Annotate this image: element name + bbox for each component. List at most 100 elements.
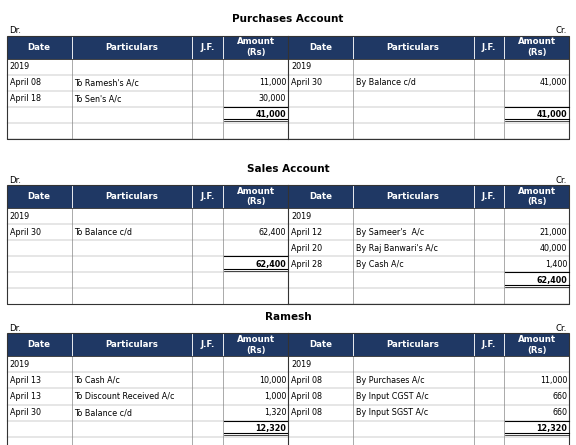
Text: To Cash A/c: To Cash A/c (74, 376, 120, 385)
Bar (71, 333, 192, 356)
Text: 1,320: 1,320 (264, 408, 286, 417)
Text: 12,320: 12,320 (255, 424, 286, 433)
Text: April 13: April 13 (10, 376, 41, 385)
Text: 11,000: 11,000 (259, 78, 286, 87)
Text: Amount
(Rs): Amount (Rs) (237, 335, 275, 355)
Text: 2019: 2019 (291, 62, 311, 71)
Text: 40,000: 40,000 (540, 244, 567, 253)
Bar (353, 36, 473, 59)
Bar (473, 36, 505, 59)
Text: 2019: 2019 (10, 62, 30, 71)
Text: Date: Date (309, 192, 332, 201)
Text: Date: Date (28, 340, 51, 349)
Bar (473, 333, 505, 356)
Text: J.F.: J.F. (200, 192, 215, 201)
Bar (288, 356, 569, 445)
Bar (7, 333, 71, 356)
Text: 41,000: 41,000 (256, 110, 286, 119)
Text: April 30: April 30 (10, 408, 41, 417)
Text: Purchases Account: Purchases Account (232, 14, 344, 24)
Text: By Raj Banwari's A/c: By Raj Banwari's A/c (355, 244, 438, 253)
Text: 11,000: 11,000 (540, 376, 567, 385)
Bar (7, 356, 288, 445)
Text: 62,400: 62,400 (256, 260, 286, 269)
Text: Dr.: Dr. (9, 176, 21, 185)
Bar (192, 36, 223, 59)
Text: April 30: April 30 (291, 78, 322, 87)
Bar (288, 59, 569, 139)
Text: Amount
(Rs): Amount (Rs) (237, 187, 275, 206)
Text: 41,000: 41,000 (537, 110, 567, 119)
Text: By Balance c/d: By Balance c/d (355, 78, 415, 87)
Text: Particulars: Particulars (105, 43, 158, 52)
Bar (192, 333, 223, 356)
Bar (71, 185, 192, 208)
Text: April 18: April 18 (10, 94, 41, 103)
Text: 21,000: 21,000 (540, 228, 567, 237)
Text: To Discount Received A/c: To Discount Received A/c (74, 392, 175, 401)
Text: April 08: April 08 (291, 392, 322, 401)
Text: April 30: April 30 (10, 228, 41, 237)
Bar (288, 333, 353, 356)
Text: April 08: April 08 (291, 408, 322, 417)
Text: 62,400: 62,400 (537, 276, 567, 285)
Text: 41,000: 41,000 (540, 78, 567, 87)
Text: April 08: April 08 (10, 78, 41, 87)
Bar (7, 36, 569, 139)
Bar (223, 36, 288, 59)
Text: Cr.: Cr. (556, 176, 567, 185)
Text: 1,400: 1,400 (545, 260, 567, 269)
Text: By Cash A/c: By Cash A/c (355, 260, 403, 269)
Text: 10,000: 10,000 (259, 376, 286, 385)
Text: April 08: April 08 (291, 376, 322, 385)
Bar (288, 208, 569, 304)
Text: Particulars: Particulars (105, 192, 158, 201)
Text: By Input CGST A/c: By Input CGST A/c (355, 392, 429, 401)
Text: Date: Date (309, 340, 332, 349)
Bar (7, 208, 288, 304)
Text: Sales Account: Sales Account (247, 164, 329, 174)
Text: J.F.: J.F. (200, 43, 215, 52)
Bar (353, 333, 473, 356)
Text: Cr.: Cr. (556, 324, 567, 333)
Text: To Ramesh's A/c: To Ramesh's A/c (74, 78, 139, 87)
Text: 2019: 2019 (291, 212, 311, 221)
Text: To Balance c/d: To Balance c/d (74, 408, 132, 417)
Text: April 28: April 28 (291, 260, 322, 269)
Bar (288, 185, 353, 208)
Text: To Balance c/d: To Balance c/d (74, 228, 132, 237)
Bar (505, 36, 569, 59)
Bar (7, 333, 569, 445)
Bar (7, 59, 288, 139)
Bar (7, 185, 569, 304)
Text: 2019: 2019 (10, 360, 30, 369)
Bar (7, 185, 71, 208)
Bar (473, 185, 505, 208)
Text: Amount
(Rs): Amount (Rs) (237, 37, 275, 57)
Text: J.F.: J.F. (482, 192, 496, 201)
Text: Amount
(Rs): Amount (Rs) (518, 187, 556, 206)
Text: By Sameer's  A/c: By Sameer's A/c (355, 228, 424, 237)
Text: 1,000: 1,000 (264, 392, 286, 401)
Bar (192, 185, 223, 208)
Text: Particulars: Particulars (386, 340, 439, 349)
Text: Cr.: Cr. (556, 26, 567, 36)
Bar (505, 333, 569, 356)
Text: April 13: April 13 (10, 392, 41, 401)
Bar (7, 36, 71, 59)
Text: April 20: April 20 (291, 244, 322, 253)
Bar (71, 36, 192, 59)
Text: By Input SGST A/c: By Input SGST A/c (355, 408, 428, 417)
Text: J.F.: J.F. (482, 340, 496, 349)
Text: Date: Date (28, 192, 51, 201)
Bar (353, 185, 473, 208)
Text: Date: Date (309, 43, 332, 52)
Text: Particulars: Particulars (105, 340, 158, 349)
Text: Particulars: Particulars (386, 192, 439, 201)
Text: To Sen's A/c: To Sen's A/c (74, 94, 122, 103)
Text: 62,400: 62,400 (259, 228, 286, 237)
Text: J.F.: J.F. (482, 43, 496, 52)
Text: By Purchases A/c: By Purchases A/c (355, 376, 424, 385)
Text: 660: 660 (552, 392, 567, 401)
Text: April 12: April 12 (291, 228, 322, 237)
